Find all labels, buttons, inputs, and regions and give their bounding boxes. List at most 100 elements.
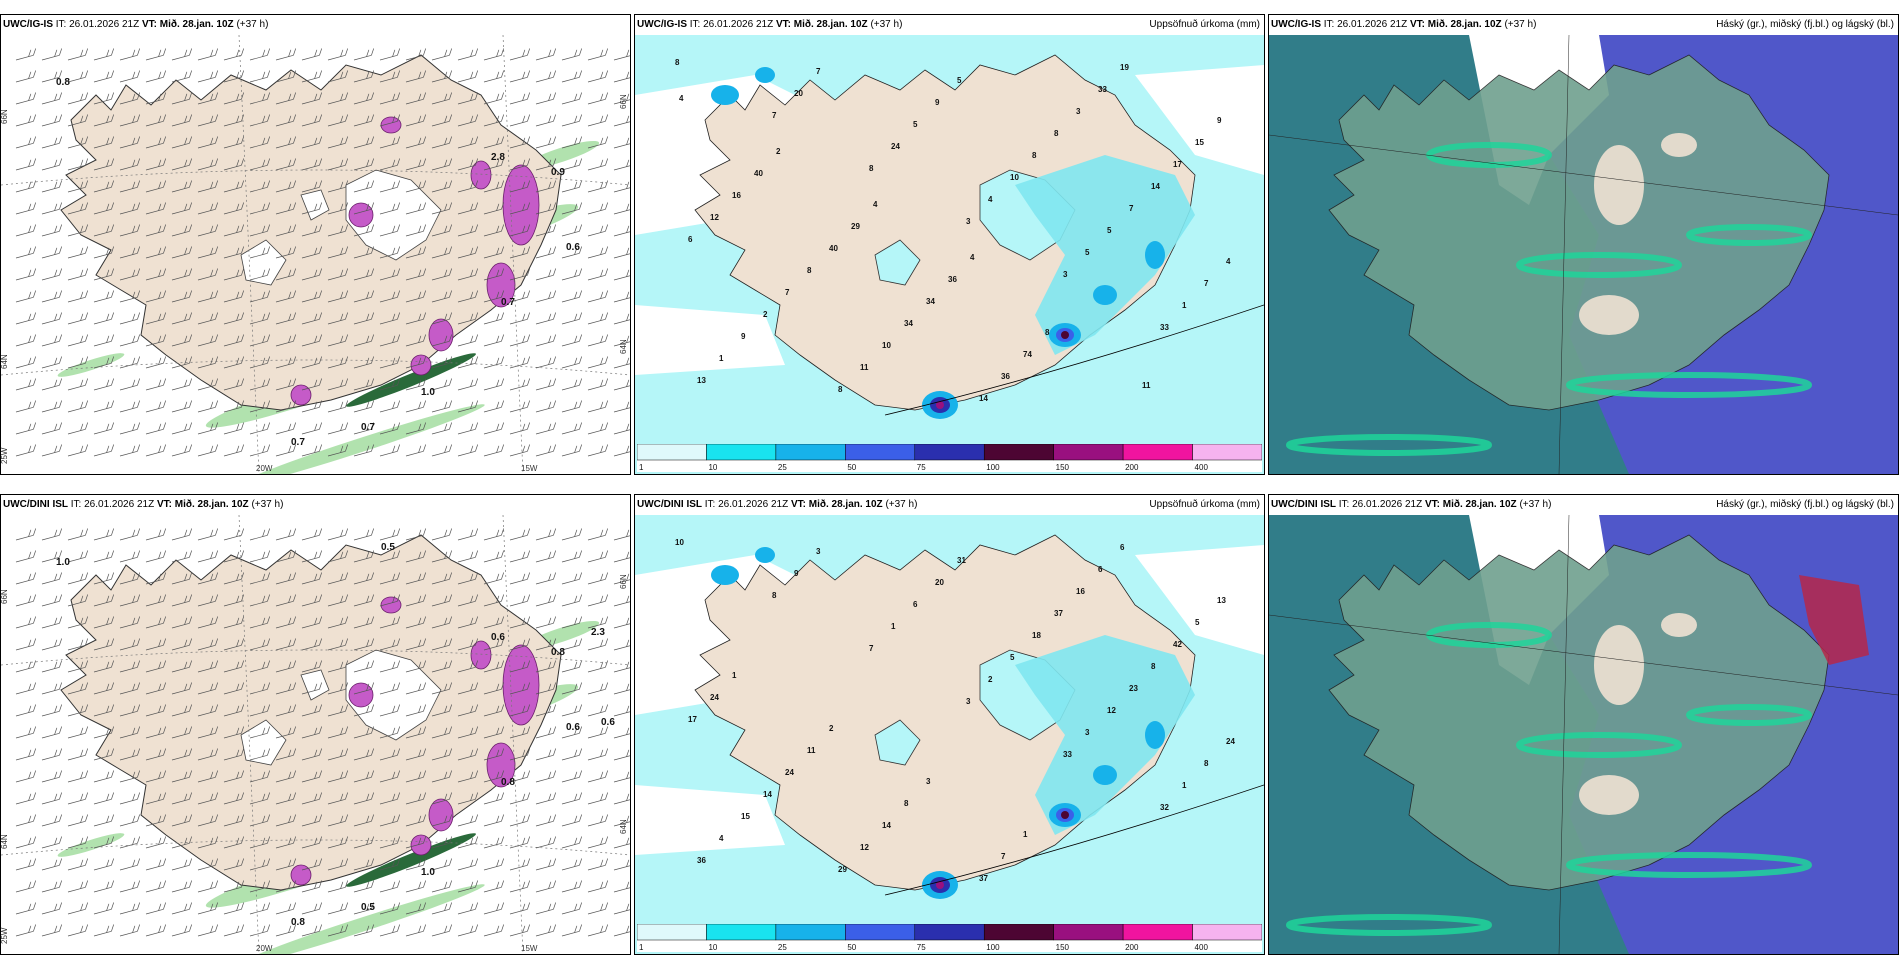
- precip-area: [1145, 241, 1165, 269]
- valid-time: Mið. 28.jan. 10Z: [175, 499, 249, 510]
- precip-value: 8: [869, 164, 874, 173]
- model-name: UWC/IG-IS: [637, 19, 687, 30]
- vt-label: VT:: [157, 499, 172, 510]
- panel-header: UWC/IG-IS IT: 26.01.2026 21Z VT: Mið. 28…: [1, 15, 630, 35]
- gust-area: [471, 641, 491, 669]
- precip-area: [711, 565, 739, 585]
- precip-value: 16: [1076, 587, 1085, 596]
- colorbar-tick: 1: [639, 943, 644, 952]
- precip-value: 34: [926, 297, 935, 306]
- precip-value: 17: [688, 715, 697, 724]
- colorbar-swatch: [706, 444, 775, 460]
- panel-field-title: Háský (gr.), miðský (fj.bl.) og lágský (…: [1716, 15, 1894, 35]
- it-label: IT:: [705, 499, 716, 510]
- colorbar-tick: 200: [1125, 943, 1139, 952]
- precip-value: 33: [1160, 323, 1169, 332]
- precip-value: 11: [860, 363, 869, 372]
- lead-time: (+37 h): [236, 19, 268, 30]
- precip-value: 31: [957, 556, 966, 565]
- precip-value: 36: [697, 856, 706, 865]
- panel-field-title: Háský (gr.), miðský (fj.bl.) og lágský (…: [1716, 495, 1894, 515]
- precip-value: 6: [1098, 565, 1103, 574]
- precip-area: [1061, 811, 1069, 819]
- longitude-label: 20W: [256, 464, 273, 473]
- precip-area: [1093, 285, 1117, 305]
- colorbar-swatch: [1123, 924, 1192, 940]
- precip-value: 24: [785, 768, 794, 777]
- valid-time: Mið. 28.jan. 10Z: [809, 499, 883, 510]
- map-panel-2: UWC/IG-IS IT: 26.01.2026 21Z VT: Mið. 28…: [634, 14, 1265, 475]
- precip-value: 8: [904, 799, 909, 808]
- vt-label: VT:: [776, 19, 791, 30]
- precip-value: 4: [970, 253, 975, 262]
- colorbar-swatch: [915, 924, 984, 940]
- precip-value: 9: [1217, 116, 1222, 125]
- colorbar-tick: 10: [708, 463, 717, 472]
- precip-area: [711, 85, 739, 105]
- precip-value: 7: [869, 644, 874, 653]
- precip-value: 7: [816, 67, 821, 76]
- precip-value: 19: [1120, 63, 1129, 72]
- precip-value: 6: [688, 235, 693, 244]
- colorbar-tick: 75: [917, 463, 926, 472]
- precip-value: 37: [1054, 609, 1063, 618]
- precip-value: 8: [1204, 759, 1209, 768]
- precip-value: 8: [1151, 662, 1156, 671]
- precip-value: 5: [913, 120, 918, 129]
- precip-value: 40: [829, 244, 838, 253]
- map-panel-3: UWC/IG-IS IT: 26.01.2026 21Z VT: Mið. 28…: [1268, 14, 1899, 475]
- colorbar-swatch: [1054, 444, 1123, 460]
- lead-time: (+37 h): [1504, 19, 1536, 30]
- colorbar-tick: 50: [847, 943, 856, 952]
- precip-value: 3: [1076, 107, 1081, 116]
- gust-value: 0.8: [551, 647, 565, 658]
- precip-value: 3: [926, 777, 931, 786]
- latitude-label: 64N: [1, 834, 9, 849]
- cloud-map-svg: [1269, 515, 1898, 954]
- colorbar-tick: 100: [986, 463, 1000, 472]
- precip-value: 1: [732, 671, 737, 680]
- gust-value: 0.7: [291, 437, 305, 448]
- model-name: UWC/DINI ISL: [637, 499, 702, 510]
- colorbar-tick: 400: [1195, 943, 1209, 952]
- precip-area: [1061, 331, 1069, 339]
- latitude-label: 64N: [1, 354, 9, 369]
- precip-value: 3: [966, 697, 971, 706]
- precip-map-svg: 8783333132024451175105798987421158146710…: [635, 35, 1264, 474]
- colorbar-tick: 50: [847, 463, 856, 472]
- colorbar-tick: 100: [986, 943, 1000, 952]
- cloud-map-svg: [1269, 35, 1898, 474]
- colorbar-swatch: [1193, 444, 1262, 460]
- precip-value: 13: [697, 376, 706, 385]
- valid-time: Mið. 28.jan. 10Z: [160, 19, 234, 30]
- gust-value: 0.8: [291, 917, 305, 928]
- gust-value: 0.6: [601, 717, 615, 728]
- precip-value: 24: [1226, 737, 1235, 746]
- latitude-label-right: 64N: [619, 339, 628, 354]
- colorbar-tick: 25: [778, 463, 787, 472]
- precip-value: 1: [891, 622, 896, 631]
- it-label: IT:: [690, 19, 701, 30]
- it-label: IT:: [56, 19, 67, 30]
- precip-value: 11: [1142, 381, 1151, 390]
- map-panel-1: UWC/IG-IS IT: 26.01.2026 21Z VT: Mið. 28…: [0, 14, 631, 475]
- vt-label: VT:: [791, 499, 806, 510]
- gust-area: [349, 203, 373, 227]
- colorbar-swatch: [637, 924, 706, 940]
- precip-value: 14: [882, 821, 891, 830]
- gust-value: 0.8: [56, 77, 70, 88]
- init-time: 26.01.2026 21Z: [1337, 19, 1407, 30]
- model-name: UWC/IG-IS: [3, 19, 53, 30]
- precip-value: 4: [988, 195, 993, 204]
- precip-value: 8: [1032, 151, 1037, 160]
- precip-value: 7: [1204, 279, 1209, 288]
- precip-value: 12: [710, 213, 719, 222]
- precip-value: 5: [1085, 248, 1090, 257]
- map-panel-6: UWC/DINI ISL IT: 26.01.2026 21Z VT: Mið.…: [1268, 494, 1899, 955]
- colorbar-swatch: [1193, 924, 1262, 940]
- clear-area: [1661, 133, 1697, 157]
- clear-area: [1579, 295, 1639, 335]
